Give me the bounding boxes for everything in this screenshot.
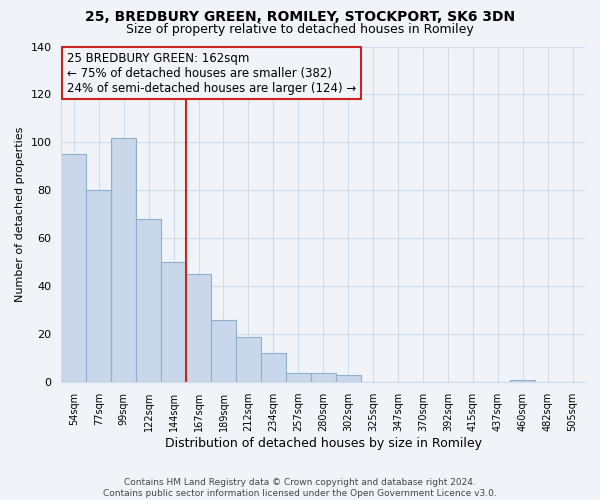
Text: 25 BREDBURY GREEN: 162sqm
← 75% of detached houses are smaller (382)
24% of semi: 25 BREDBURY GREEN: 162sqm ← 75% of detac…: [67, 52, 356, 94]
X-axis label: Distribution of detached houses by size in Romiley: Distribution of detached houses by size …: [165, 437, 482, 450]
Bar: [86, 190, 111, 382]
Bar: [161, 262, 186, 382]
Bar: [236, 336, 261, 382]
Text: Size of property relative to detached houses in Romiley: Size of property relative to detached ho…: [126, 22, 474, 36]
Y-axis label: Number of detached properties: Number of detached properties: [15, 126, 25, 302]
Bar: [261, 354, 286, 382]
Bar: [136, 219, 161, 382]
Bar: [311, 372, 335, 382]
Text: 25, BREDBURY GREEN, ROMILEY, STOCKPORT, SK6 3DN: 25, BREDBURY GREEN, ROMILEY, STOCKPORT, …: [85, 10, 515, 24]
Bar: [510, 380, 535, 382]
Bar: [286, 372, 311, 382]
Bar: [61, 154, 86, 382]
Text: Contains HM Land Registry data © Crown copyright and database right 2024.
Contai: Contains HM Land Registry data © Crown c…: [103, 478, 497, 498]
Bar: [335, 375, 361, 382]
Bar: [211, 320, 236, 382]
Bar: [111, 138, 136, 382]
Bar: [186, 274, 211, 382]
